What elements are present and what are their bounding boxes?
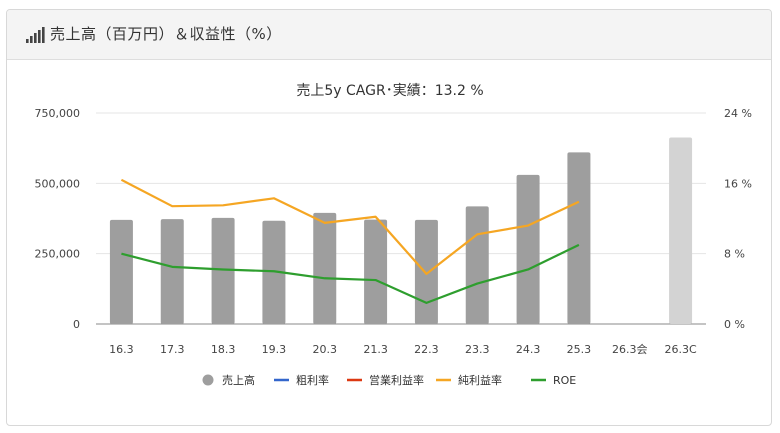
bar-sales xyxy=(669,137,693,324)
x-tick-label: 17.3 xyxy=(160,343,185,356)
bar-sales xyxy=(313,212,337,324)
bar-sales xyxy=(567,152,591,324)
y-left-tick-label: 500,000 xyxy=(35,177,81,190)
bar-sales xyxy=(109,219,133,324)
y-right-tick-label: 0 % xyxy=(724,318,745,331)
x-tick-label: 20.3 xyxy=(313,343,338,356)
x-tick-label: 22.3 xyxy=(414,343,439,356)
y-left-tick-label: 750,000 xyxy=(35,107,81,120)
bar-sales xyxy=(465,206,489,324)
legend-label: 営業利益率 xyxy=(369,373,424,387)
y-left-tick-label: 250,000 xyxy=(35,248,81,261)
x-tick-label: 24.3 xyxy=(516,343,541,356)
bar-sales xyxy=(414,219,438,324)
card-header: 売上高（百万円）＆収益性（%） xyxy=(7,10,771,60)
x-tick-label: 21.3 xyxy=(363,343,388,356)
x-tick-label: 19.3 xyxy=(262,343,287,356)
line-net-margin xyxy=(120,178,580,275)
legend-label: ROE xyxy=(553,374,576,387)
y-right-tick-label: 24 % xyxy=(724,107,752,120)
y-right-tick-label: 8 % xyxy=(724,248,745,261)
x-tick-label: 25.3 xyxy=(567,343,592,356)
y-right-tick-label: 16 % xyxy=(724,177,752,190)
signal-bars-icon xyxy=(26,27,45,43)
bar-sales xyxy=(211,217,235,324)
bar-sales xyxy=(160,219,184,324)
legend-label: 売上高 xyxy=(222,373,255,387)
legend-marker-bar xyxy=(202,374,214,386)
x-tick-label: 23.3 xyxy=(465,343,490,356)
x-tick-label: 18.3 xyxy=(211,343,236,356)
y-left-tick-label: 0 xyxy=(73,318,80,331)
legend-label: 粗利率 xyxy=(296,373,329,387)
bar-sales xyxy=(364,219,388,324)
x-tick-label: 26.3C xyxy=(664,343,696,356)
x-tick-label: 16.3 xyxy=(109,343,134,356)
chart-title: 売上5y CAGR･実績：13.2 % xyxy=(296,83,483,99)
x-tick-label: 26.3会 xyxy=(612,343,648,356)
bar-sales xyxy=(262,220,286,324)
chart-card: 売上高（百万円）＆収益性（%） xyxy=(6,9,772,426)
card-title: 売上高（百万円）＆収益性（%） xyxy=(50,25,282,43)
bar-sales xyxy=(516,174,540,324)
legend-label: 純利益率 xyxy=(458,373,502,387)
line-roe xyxy=(121,243,580,304)
